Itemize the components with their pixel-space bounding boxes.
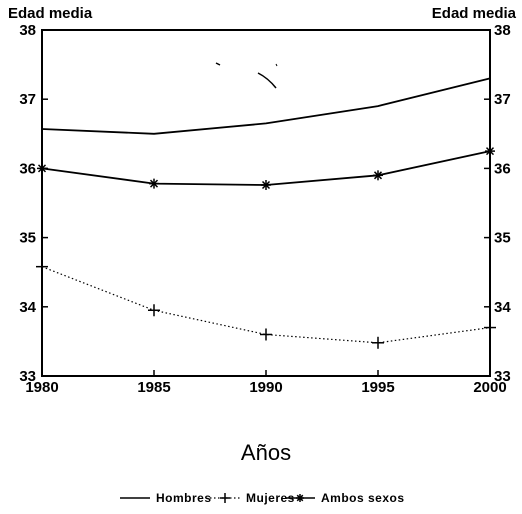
y-tick-label-right: 38 xyxy=(494,22,511,39)
y-axis-title-right: Edad media xyxy=(432,5,517,22)
data-point-ambos-sexos xyxy=(485,146,495,157)
data-point-mujeres xyxy=(484,321,496,334)
data-point-mujeres xyxy=(148,304,160,317)
data-point-mujeres xyxy=(260,328,272,341)
x-tick-label: 1985 xyxy=(137,379,170,396)
x-tick-label: 1995 xyxy=(361,379,394,396)
y-tick-label-left: 36 xyxy=(19,160,36,177)
y-axis-title-left: Edad media xyxy=(8,5,93,22)
x-tick-label: 2000 xyxy=(473,379,506,396)
y-tick-label-right: 33 xyxy=(494,368,511,385)
data-point-ambos-sexos xyxy=(261,180,271,191)
y-tick-label-right: 34 xyxy=(494,299,511,316)
series-mujeres xyxy=(36,260,496,349)
series-line-mujeres xyxy=(41,266,491,344)
x-tick-label: 1980 xyxy=(25,379,58,396)
y-tick-label-left: 34 xyxy=(19,299,36,316)
series-ambos-sexos xyxy=(37,146,495,191)
y-tick-label-right: 36 xyxy=(494,160,511,177)
plot-frame xyxy=(41,29,491,377)
x-axis-title: Años xyxy=(241,440,291,465)
legend-item-ambos-sexos: Ambos sexos xyxy=(285,491,405,505)
y-tick-label-right: 37 xyxy=(494,91,511,108)
y-tick-label-left: 38 xyxy=(19,22,36,39)
data-point-ambos-sexos xyxy=(149,178,159,189)
data-point-ambos-sexos xyxy=(373,170,383,181)
legend-marker-mujeres xyxy=(220,493,230,503)
legend-label-mujeres: Mujeres xyxy=(246,491,295,505)
legend-marker-ambos-sexos xyxy=(296,494,304,502)
legend: Hombres Mujeres Ambos sexos xyxy=(120,491,405,505)
legend-item-mujeres: Mujeres xyxy=(210,491,295,505)
stray-mark xyxy=(275,63,278,67)
legend-label-hombres: Hombres xyxy=(156,491,212,505)
stray-mark xyxy=(257,72,277,89)
y-tick-label-right: 35 xyxy=(494,230,511,247)
y-tick-label-left: 33 xyxy=(19,368,36,385)
legend-item-hombres: Hombres xyxy=(120,491,212,505)
x-tick-label: 1990 xyxy=(249,379,282,396)
stray-marks xyxy=(215,62,278,89)
y-tick-label-left: 37 xyxy=(19,91,36,108)
y-tick-label-left: 35 xyxy=(19,230,36,247)
series-line-ambos-sexos xyxy=(41,150,491,186)
data-point-mujeres xyxy=(36,260,48,273)
stray-mark xyxy=(215,62,221,66)
series-hombres xyxy=(41,77,491,135)
data-point-mujeres xyxy=(372,336,384,349)
legend-label-ambos-sexos: Ambos sexos xyxy=(321,491,405,505)
series-line-hombres xyxy=(41,77,491,135)
